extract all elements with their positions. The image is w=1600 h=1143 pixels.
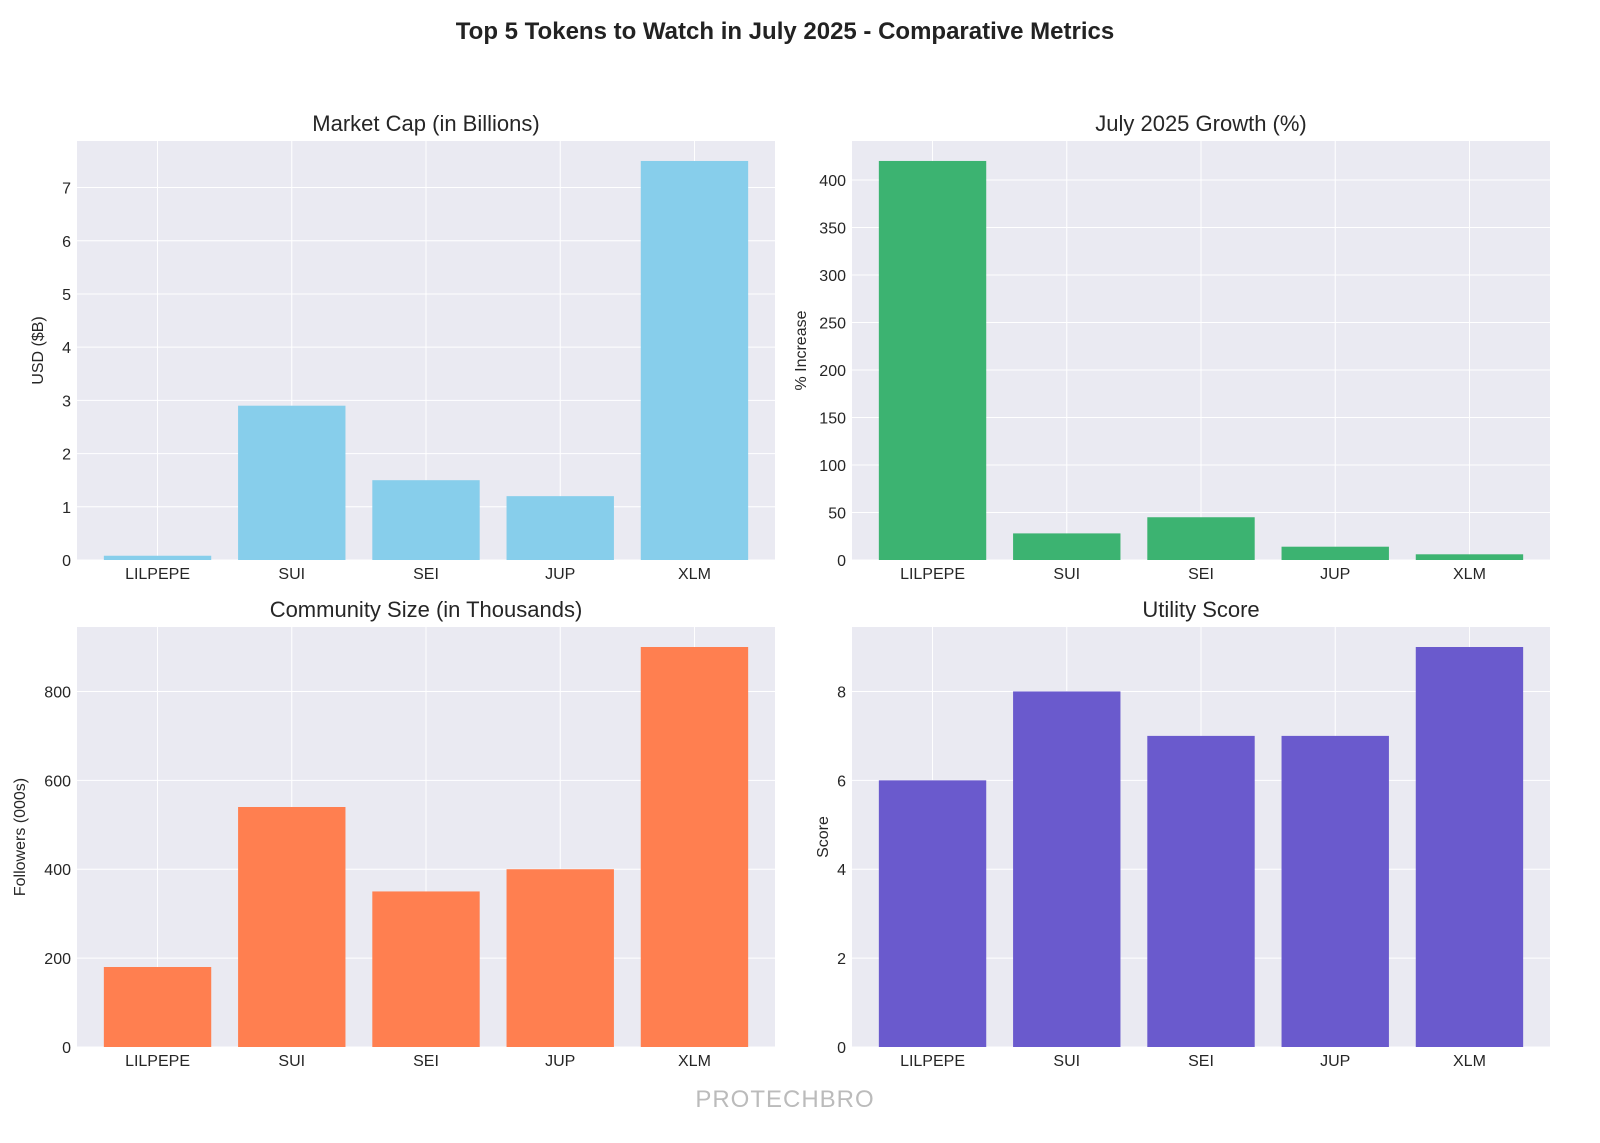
bar-sei	[1147, 735, 1255, 1047]
bar-sei	[372, 891, 480, 1047]
x-tick-label: SUI	[278, 1053, 305, 1070]
bar-xlm	[640, 647, 749, 1047]
subplot-title: Community Size (in Thousands)	[270, 597, 583, 622]
bar-sui	[238, 405, 346, 560]
subplot-title: Utility Score	[1142, 597, 1259, 622]
bar-xlm	[1415, 554, 1524, 560]
bar-sei	[1147, 517, 1255, 560]
y-tick-label: 4	[62, 340, 71, 357]
y-tick-label: 6	[62, 234, 71, 251]
subplot-title: Market Cap (in Billions)	[312, 111, 539, 136]
bar-jup	[506, 869, 614, 1047]
y-tick-label: 2	[837, 951, 846, 968]
x-tick-label: JUP	[545, 566, 575, 583]
y-axis-label: Followers (000s)	[12, 778, 29, 896]
bar-lilpepe	[103, 555, 212, 560]
y-axis-label: % Increase	[793, 310, 810, 390]
y-tick-label: 2	[62, 447, 71, 464]
y-tick-label: 7	[62, 181, 71, 198]
x-tick-label: SEI	[1188, 1053, 1214, 1070]
bar-xlm	[1415, 647, 1524, 1047]
bar-lilpepe	[103, 967, 212, 1047]
x-tick-label: LILPEPE	[900, 1053, 965, 1070]
x-tick-label: LILPEPE	[900, 566, 965, 583]
bar-sui	[238, 807, 346, 1047]
subplot-3: 0 2 4 6 8 LILPEPE SUI SEI JUP XLM Utility Score Sco…	[815, 597, 1550, 1070]
y-tick-label: 400	[44, 862, 71, 879]
subplot-0: 0 1 2 3 4 5 6 7 LILPEPE SUI SEI JUP XLM Market Cap (i…	[30, 111, 775, 583]
subplot-2: 0 200 400 600 800 LILPEPE SUI SEI JUP XLM Communit…	[12, 597, 775, 1070]
x-tick-label: SUI	[1053, 1053, 1080, 1070]
x-tick-label: LILPEPE	[125, 1053, 190, 1070]
y-tick-label: 50	[828, 505, 846, 522]
x-tick-label: XLM	[678, 1053, 711, 1070]
bar-lilpepe	[878, 780, 987, 1047]
x-tick-label: XLM	[678, 566, 711, 583]
y-tick-label: 400	[819, 173, 846, 190]
y-tick-label: 1	[62, 500, 71, 517]
y-axis-label: USD ($B)	[30, 316, 47, 384]
figure-title: Top 5 Tokens to Watch in July 2025 - Com…	[455, 18, 1115, 45]
y-tick-label: 800	[44, 684, 71, 701]
x-tick-label: SEI	[1188, 566, 1214, 583]
bar-jup	[1281, 546, 1389, 560]
subplot-1: 0 50 100 150 200 250 300 350 400 LILPEPE SUI SEI JUP…	[793, 111, 1550, 583]
y-tick-label: 150	[819, 410, 846, 427]
bar-lilpepe	[878, 160, 987, 560]
y-tick-label: 5	[62, 287, 71, 304]
x-tick-label: XLM	[1453, 1053, 1486, 1070]
watermark: PROTECHBRO	[695, 1086, 875, 1113]
y-tick-label: 250	[819, 315, 846, 332]
bar-sei	[372, 480, 480, 560]
y-tick-label: 0	[62, 1040, 71, 1057]
bar-jup	[506, 496, 614, 560]
x-tick-label: SEI	[413, 1053, 439, 1070]
y-tick-label: 0	[837, 553, 846, 570]
bar-jup	[1281, 735, 1389, 1047]
subplot-title: July 2025 Growth (%)	[1095, 111, 1307, 136]
y-tick-label: 0	[837, 1040, 846, 1057]
y-tick-label: 100	[819, 458, 846, 475]
y-axis-label: Score	[815, 816, 832, 858]
x-tick-label: JUP	[1320, 566, 1350, 583]
x-tick-label: JUP	[545, 1053, 575, 1070]
bar-xlm	[640, 160, 749, 560]
x-tick-label: JUP	[1320, 1053, 1350, 1070]
y-tick-label: 200	[44, 951, 71, 968]
x-tick-label: XLM	[1453, 566, 1486, 583]
bar-sui	[1013, 533, 1121, 560]
bar-sui	[1013, 691, 1121, 1047]
x-tick-label: SUI	[278, 566, 305, 583]
y-tick-label: 3	[62, 393, 71, 410]
y-tick-label: 6	[837, 773, 846, 790]
y-tick-label: 4	[837, 862, 846, 879]
y-tick-label: 0	[62, 553, 71, 570]
x-tick-label: LILPEPE	[125, 566, 190, 583]
x-tick-label: SUI	[1053, 566, 1080, 583]
y-tick-label: 8	[837, 684, 846, 701]
x-tick-label: SEI	[413, 566, 439, 583]
y-tick-label: 350	[819, 220, 846, 237]
y-tick-label: 600	[44, 773, 71, 790]
y-tick-label: 200	[819, 363, 846, 380]
y-tick-label: 300	[819, 268, 846, 285]
